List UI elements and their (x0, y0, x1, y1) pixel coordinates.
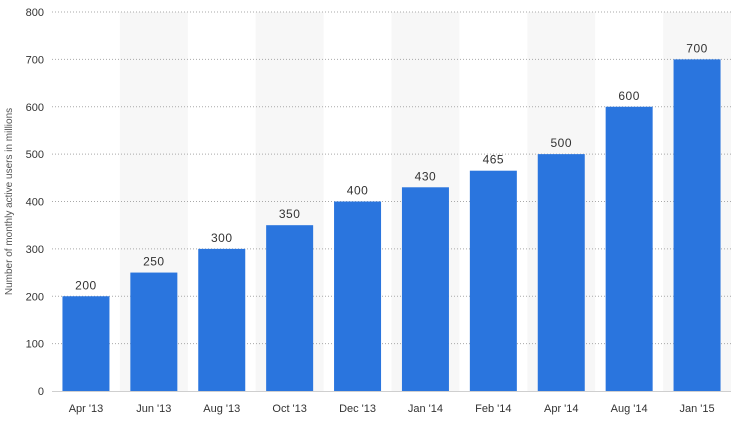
bar-value-label: 500 (550, 136, 572, 150)
bar-value-label: 200 (75, 278, 97, 292)
x-tick-label: Dec '13 (339, 403, 376, 415)
x-tick-label: Apr '14 (544, 403, 579, 415)
y-tick-label: 700 (26, 54, 44, 66)
x-tick-label: Jun '13 (136, 403, 171, 415)
y-tick-label: 400 (26, 197, 44, 209)
bar (266, 225, 314, 391)
bar (537, 154, 585, 391)
x-tick-label: Oct '13 (272, 403, 307, 415)
bar-value-label: 465 (483, 153, 505, 167)
x-tick-label: Jan '15 (679, 403, 714, 415)
y-tick-label: 500 (26, 149, 44, 161)
bar-value-label: 300 (211, 231, 233, 245)
bar-value-label: 600 (618, 89, 640, 103)
bar (605, 106, 653, 391)
bar (469, 170, 517, 391)
y-tick-label: 600 (26, 102, 44, 114)
y-axis-ticks: 0 100 200 300 400 500 600 700 800 (26, 7, 44, 398)
y-axis-label: Number of monthly active users in millio… (4, 108, 15, 295)
bar-value-label: 400 (347, 184, 369, 198)
y-tick-label: 200 (26, 291, 44, 303)
x-tick-label: Aug '14 (611, 403, 648, 415)
bar-value-label: 430 (415, 169, 437, 183)
bar-value-label: 350 (279, 207, 301, 221)
x-tick-label: Jan '14 (408, 403, 443, 415)
y-tick-label: 0 (38, 386, 44, 398)
x-tick-label: Aug '13 (203, 403, 240, 415)
bar (401, 187, 449, 391)
y-tick-label: 800 (26, 7, 44, 19)
y-tick-label: 300 (26, 244, 44, 256)
bar-value-label: 700 (686, 41, 708, 55)
bars (62, 59, 721, 391)
x-tick-label: Apr '13 (69, 403, 104, 415)
bar-value-label: 250 (143, 255, 165, 269)
bar (334, 201, 382, 391)
bar (130, 272, 178, 391)
gridlines (52, 11, 731, 345)
x-axis-ticks: Apr '13 Jun '13 Aug '13 Oct '13 Dec '13 Jan '… (69, 403, 715, 415)
bar (62, 296, 110, 391)
bar (673, 59, 721, 391)
bar-value-labels: 200 250 300 350 400 430 465 500 600 700 (75, 41, 708, 292)
x-tick-label: Feb '14 (475, 403, 511, 415)
y-tick-label: 100 (26, 339, 44, 351)
bar (198, 248, 246, 391)
